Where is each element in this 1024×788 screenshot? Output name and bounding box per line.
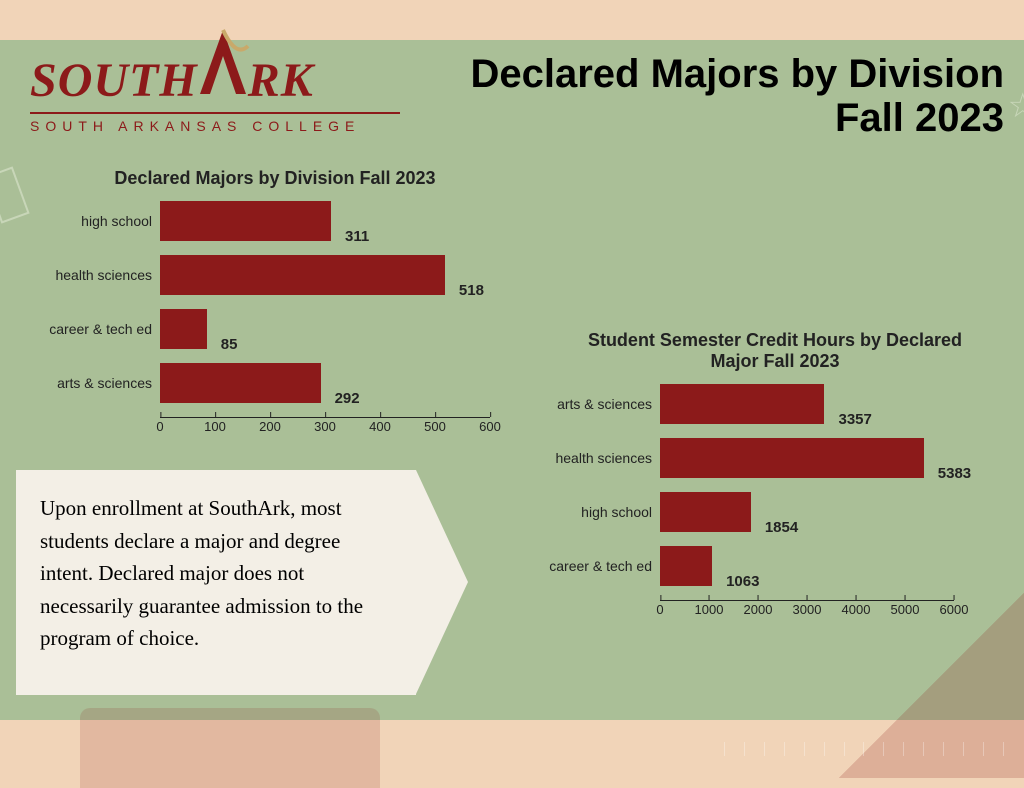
axis-tick: 100 — [204, 413, 226, 434]
chart1-x-axis: 0100200300400500600 — [160, 417, 490, 437]
logo-a-icon — [196, 50, 250, 110]
majors-chart: Declared Majors by Division Fall 2023 hi… — [40, 168, 510, 437]
bar-row: high school1854 — [540, 492, 1010, 532]
bar-value: 85 — [221, 336, 238, 353]
bar-fill — [160, 363, 321, 403]
credit-hours-chart: Student Semester Credit Hours by Declare… — [540, 330, 1010, 620]
axis-tick: 0 — [656, 596, 663, 617]
bar-label: arts & sciences — [540, 396, 660, 412]
axis-tick: 500 — [424, 413, 446, 434]
bar-track: 85 — [160, 309, 237, 349]
bar-fill — [660, 546, 712, 586]
bar-row: arts & sciences3357 — [540, 384, 1010, 424]
bar-track: 1854 — [660, 492, 798, 532]
bar-value: 311 — [345, 228, 369, 245]
bar-value: 1854 — [765, 519, 798, 536]
bar-row: career & tech ed85 — [40, 309, 510, 349]
logo: SOUTH RK SOUTH ARKANSAS COLLEGE — [30, 50, 400, 140]
logo-subtitle: SOUTH ARKANSAS COLLEGE — [30, 112, 400, 134]
star-deco-icon: ☆ — [1008, 86, 1024, 126]
chart2-title: Student Semester Credit Hours by Declare… — [575, 330, 975, 372]
bar-track: 1063 — [660, 546, 759, 586]
bar-row: high school311 — [40, 201, 510, 241]
logo-text-right: RK — [248, 53, 314, 108]
bar-track: 311 — [160, 201, 369, 241]
bar-value: 292 — [335, 390, 360, 407]
axis-tick: 200 — [259, 413, 281, 434]
bar-fill — [160, 255, 445, 295]
axis-tick: 300 — [314, 413, 336, 434]
bar-track: 518 — [160, 255, 484, 295]
axis-tick: 2000 — [744, 596, 773, 617]
deco-ruler-strip-icon — [724, 742, 1004, 762]
axis-tick: 1000 — [695, 596, 724, 617]
bar-label: arts & sciences — [40, 375, 160, 391]
bar-track: 292 — [160, 363, 360, 403]
bar-fill — [660, 492, 751, 532]
bar-fill — [660, 384, 824, 424]
chart1-title: Declared Majors by Division Fall 2023 — [40, 168, 510, 189]
bar-value: 3357 — [838, 411, 871, 428]
bar-fill — [160, 309, 207, 349]
bar-label: career & tech ed — [540, 558, 660, 574]
bar-track: 3357 — [660, 384, 872, 424]
axis-tick: 600 — [479, 413, 501, 434]
bar-label: health sciences — [540, 450, 660, 466]
page-title: Declared Majors by Division Fall 2023 — [424, 52, 1004, 140]
deco-arch-icon — [80, 708, 380, 788]
chart1-bars: high school311health sciences518career &… — [40, 201, 510, 403]
bar-row: health sciences5383 — [540, 438, 1010, 478]
axis-tick: 400 — [369, 413, 391, 434]
chart2-bars: arts & sciences3357health sciences5383hi… — [540, 384, 1010, 586]
bar-value: 518 — [459, 282, 484, 299]
bar-label: career & tech ed — [40, 321, 160, 337]
logo-main: SOUTH RK — [30, 50, 400, 110]
bar-value: 5383 — [938, 465, 971, 482]
bar-track: 5383 — [660, 438, 971, 478]
bar-row: arts & sciences292 — [40, 363, 510, 403]
bar-label: health sciences — [40, 267, 160, 283]
axis-tick: 0 — [156, 413, 163, 434]
bar-row: health sciences518 — [40, 255, 510, 295]
bar-label: high school — [40, 213, 160, 229]
bar-fill — [660, 438, 924, 478]
logo-text-left: SOUTH — [30, 53, 198, 108]
info-box: Upon enrollment at SouthArk, most studen… — [16, 470, 416, 695]
bar-label: high school — [540, 504, 660, 520]
info-text: Upon enrollment at SouthArk, most studen… — [40, 496, 363, 650]
bar-value: 1063 — [726, 573, 759, 590]
bar-fill — [160, 201, 331, 241]
